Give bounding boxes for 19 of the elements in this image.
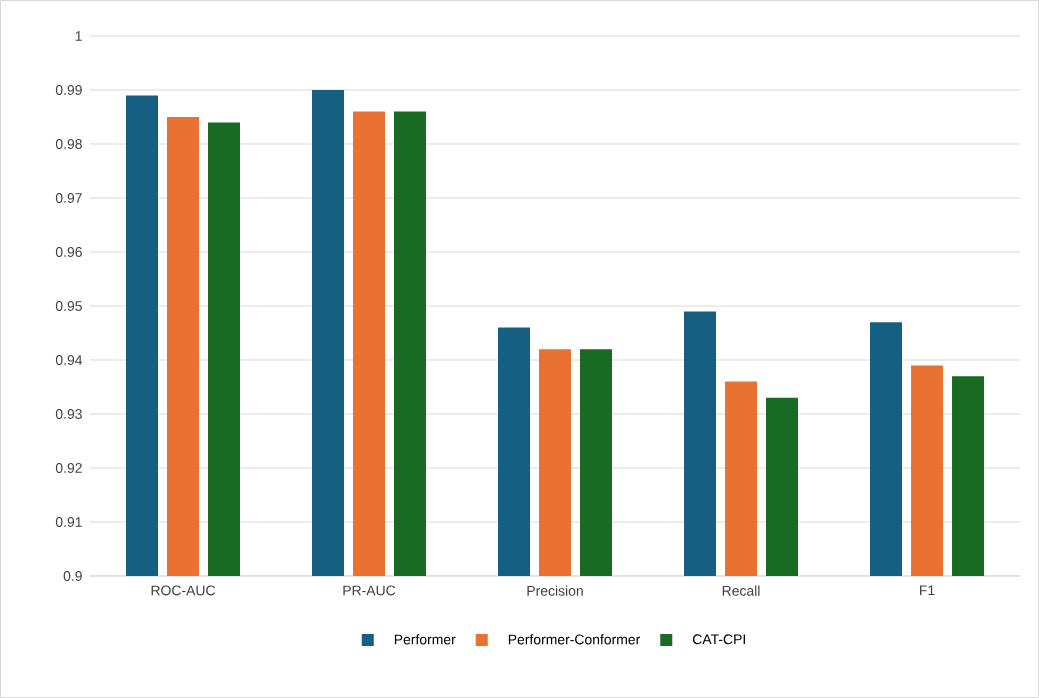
- y-tick-label: 1: [75, 31, 82, 41]
- x-tick-label: F1: [920, 585, 935, 596]
- y-tick-label: 0.9: [63, 571, 82, 581]
- y-tick-label: 0.95: [55, 301, 82, 311]
- x-tick-label: PR-AUC: [343, 585, 396, 596]
- y-tick-label: 0.93: [55, 409, 82, 419]
- legend-label: CAT-CPI: [692, 634, 745, 645]
- y-tick-label: 0.96: [55, 247, 82, 257]
- y-tick-label: 0.91: [55, 517, 82, 527]
- legend-label: Performer-Conformer: [508, 634, 641, 645]
- y-tick-label: 0.94: [55, 355, 83, 365]
- y-tick-label: 0.99: [55, 85, 82, 95]
- x-tick-label: Precision: [527, 585, 583, 596]
- legend-label: Performer: [394, 634, 456, 645]
- y-tick-label: 0.98: [55, 139, 82, 149]
- x-tick-label: ROC-AUC: [151, 585, 216, 596]
- y-tick-label: 0.92: [55, 463, 82, 473]
- x-tick-label: Recall: [722, 585, 760, 596]
- y-tick-label: 0.97: [55, 193, 82, 203]
